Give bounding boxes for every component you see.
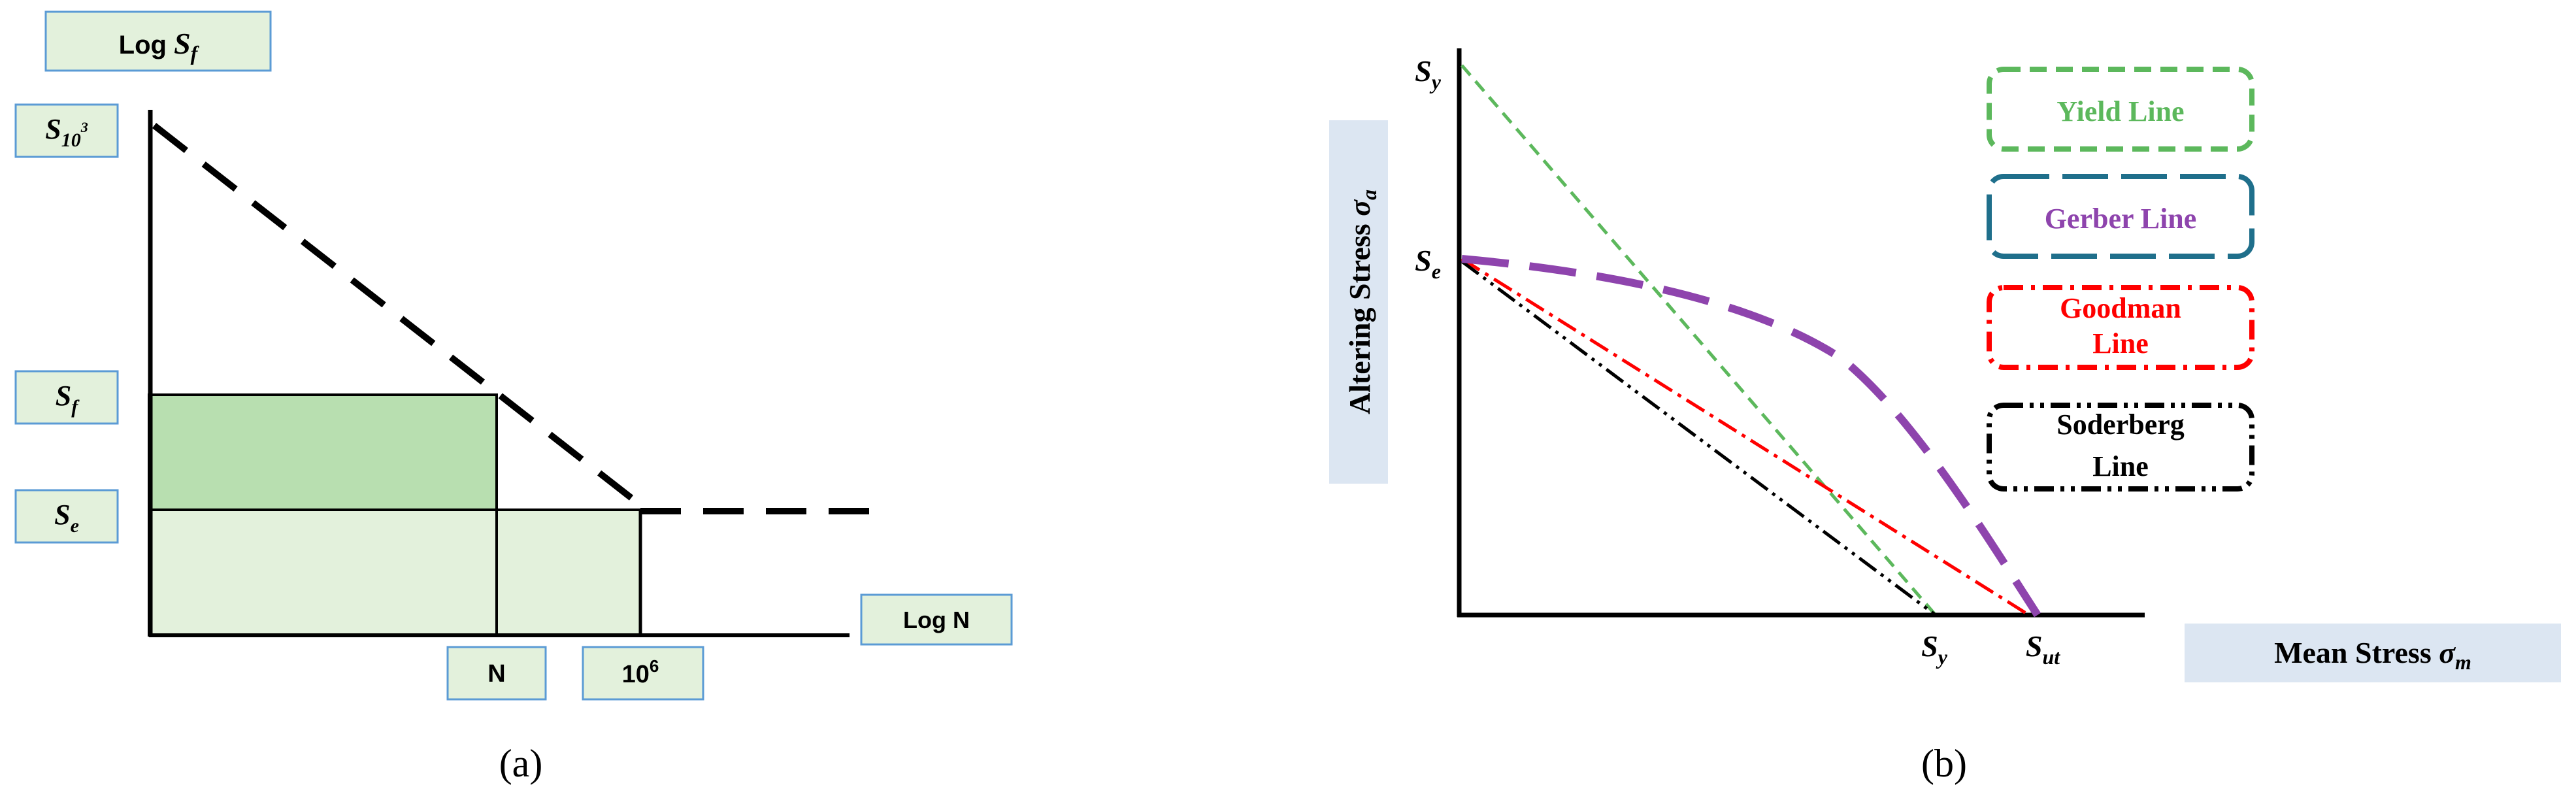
yield-line [1461,64,1937,616]
panel-a: Log Sf S103 Sf Se Log N N [14,10,1013,785]
caption-a: (a) [499,742,543,785]
legend-goodman-line1: Goodman [2060,292,2181,324]
lower-region-light [148,508,642,637]
svg-text:Log Sf: Log Sf [119,27,200,65]
x-axis-label-box: Log N [860,593,1013,646]
y-axis-label-box: Log Sf [44,10,272,72]
legend: Yield Line Gerber Line Goodman Line Sode… [1987,67,2254,492]
svg-text:Altering Stress σa: Altering Stress σa [1343,190,1381,414]
svg-text:106: 106 [622,656,659,688]
x-axis-title-b: Mean Stress [2274,636,2432,669]
sf-base: S [56,380,71,412]
s103-sub: 10 [61,129,81,151]
legend-soderberg: Soderberg Line [1987,403,2254,492]
y-axis-label-sub: f [191,41,200,65]
sf-sub: f [71,396,80,418]
svg-text:Se: Se [54,499,79,537]
sy-top-label: Sy [1415,54,1442,93]
s103-sup: 3 [80,119,88,135]
legend-gerber-label: Gerber Line [2045,203,2197,235]
y-axis-label-var: S [174,27,191,60]
x-axis-symbol-b: σ [2439,636,2456,669]
y-axis-symbol-sub-b: a [1357,190,1381,200]
gerber-curve [1461,255,2041,618]
y-axis-title-b: Altering Stress [1343,224,1376,414]
x-axis-title-box-b: Mean Stress σm [2185,624,2561,682]
se-base: S [54,499,70,531]
se-left-label: Se [1415,244,1441,283]
y-axis-label-prefix: Log [119,31,174,59]
legend-yield: Yield Line [1987,67,2254,152]
1e6-sup: 6 [650,656,659,676]
se-sub: e [71,515,79,537]
legend-gerber: Gerber Line [1987,174,2254,259]
se-label-box: Se [14,489,119,544]
svg-text:Sf: Sf [56,380,80,418]
legend-soderberg-line2: Line [2092,450,2149,482]
n-tick-label: N [487,660,505,688]
panel-b: Altering Stress σa Sy Se Sy Sut Mean Str… [1329,48,2561,785]
legend-yield-label: Yield Line [2056,95,2184,127]
y-axis-symbol-b: σ [1343,199,1376,216]
legend-goodman: Goodman Line [1987,285,2254,370]
1e6-base: 10 [622,661,650,688]
x-axis-label-a: Log N [903,607,970,633]
svg-text:S103: S103 [45,113,88,151]
sf-label-box: Sf [14,370,119,425]
upper-region-dark [148,393,498,511]
legend-goodman-line2: Line [2092,327,2149,359]
sn-sloped-line [152,123,639,505]
x-axis-symbol-sub-b: m [2455,650,2471,674]
caption-b: (b) [1921,742,1967,785]
n-tick-box: N [446,646,547,701]
sut-bottom-label: Sut [2026,629,2060,669]
s103-label-box: S103 [14,103,119,158]
goodman-line [1461,257,2030,617]
sy-bottom-label: Sy [1921,629,1948,669]
svg-text:Mean Stress σm: Mean Stress σm [2274,636,2471,674]
legend-soderberg-line1: Soderberg [2056,408,2185,441]
y-axis-title-box-b: Altering Stress σa [1329,120,1388,484]
soderberg-line [1461,259,1937,617]
1e6-tick-box: 106 [582,646,704,701]
s103-base: S [45,113,61,145]
